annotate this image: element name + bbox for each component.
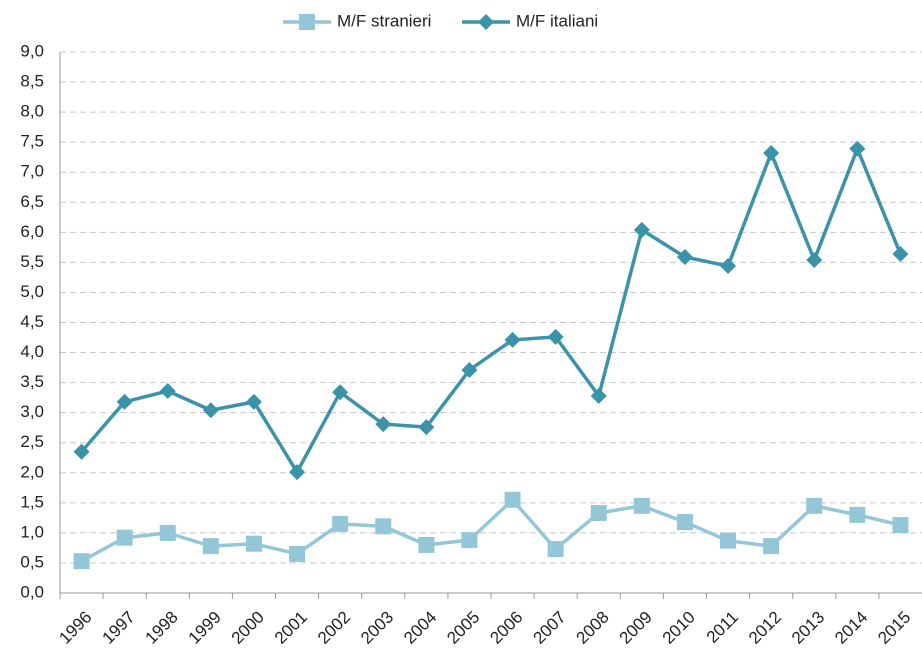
y-tick-label: 4,5 (20, 312, 44, 331)
data-point (159, 383, 176, 400)
x-tick-label: 1997 (98, 608, 138, 648)
data-point (116, 393, 133, 410)
x-tick-label: 2009 (616, 608, 656, 648)
data-point (504, 491, 521, 508)
y-tick-label: 1,0 (20, 522, 44, 541)
y-tick-label: 6,0 (20, 222, 44, 241)
x-tick-label: 2014 (831, 608, 871, 648)
data-point (418, 419, 435, 436)
legend-marker (478, 14, 494, 30)
y-tick-label: 1,5 (20, 492, 44, 511)
data-point (720, 257, 737, 274)
y-tick-label: 2,0 (20, 462, 44, 481)
x-tick-label: 1999 (185, 608, 225, 648)
y-tick-label: 3,5 (20, 372, 44, 391)
data-point (763, 538, 780, 555)
data-point (633, 221, 650, 238)
data-point (892, 517, 909, 534)
legend-marker (299, 14, 315, 30)
data-point (676, 248, 693, 265)
y-tick-label: 0,5 (20, 552, 44, 571)
data-point (547, 328, 564, 345)
x-tick-label: 2002 (314, 608, 354, 648)
data-point (763, 144, 780, 161)
y-tick-label: 6,5 (20, 192, 44, 211)
data-point (461, 532, 478, 549)
y-tick-label: 8,0 (20, 102, 44, 121)
data-point (289, 545, 306, 562)
data-point (375, 518, 392, 535)
y-tick-label: 2,5 (20, 432, 44, 451)
data-point (806, 497, 823, 514)
y-tick-label: 0,0 (20, 582, 44, 601)
data-point (892, 245, 909, 262)
x-tick-label: 2005 (443, 608, 483, 648)
data-point (418, 536, 435, 553)
x-tick-label: 1998 (142, 608, 182, 648)
data-point (849, 506, 866, 523)
x-tick-label: 2001 (271, 608, 311, 648)
x-tick-label: 2000 (228, 608, 268, 648)
data-point (849, 140, 866, 157)
legend-label: M/F stranieri (337, 11, 431, 30)
y-tick-label: 7,5 (20, 132, 44, 151)
data-point (245, 535, 262, 552)
data-point (720, 532, 737, 549)
x-tick-label: 2004 (400, 608, 440, 648)
x-tick-label: 2010 (659, 608, 699, 648)
data-point (202, 538, 219, 555)
data-point (590, 505, 607, 522)
y-tick-label: 5,5 (20, 252, 44, 271)
data-point (806, 251, 823, 268)
data-point (116, 529, 133, 546)
x-tick-label: 2015 (874, 608, 914, 648)
x-tick-label: 2007 (529, 608, 569, 648)
data-point (73, 443, 90, 460)
y-tick-label: 5,0 (20, 282, 44, 301)
data-point (73, 553, 90, 570)
data-point (202, 402, 219, 419)
x-tick-label: 2008 (573, 608, 613, 648)
data-point (547, 541, 564, 558)
legend-label: M/F italiani (516, 11, 598, 30)
data-point (590, 387, 607, 404)
data-point (332, 384, 349, 401)
x-tick-label: 1996 (55, 608, 95, 648)
x-tick-label: 2011 (703, 608, 742, 647)
y-tick-label: 7,0 (20, 162, 44, 181)
data-point (289, 464, 306, 481)
y-tick-label: 8,5 (20, 72, 44, 91)
y-tick-label: 9,0 (20, 41, 44, 60)
x-tick-label: 2013 (788, 608, 828, 648)
y-tick-label: 3,0 (20, 402, 44, 421)
data-point (504, 331, 521, 348)
data-point (245, 393, 262, 410)
series-line (80, 144, 903, 476)
data-point (159, 524, 176, 541)
data-point (676, 514, 693, 531)
x-tick-label: 2012 (745, 608, 785, 648)
y-tick-label: 4,0 (20, 342, 44, 361)
data-point (633, 497, 650, 514)
x-tick-label: 2003 (357, 608, 397, 648)
data-point (332, 515, 349, 532)
data-point (375, 416, 392, 433)
data-point (461, 361, 478, 378)
x-tick-label: 2006 (486, 608, 526, 648)
